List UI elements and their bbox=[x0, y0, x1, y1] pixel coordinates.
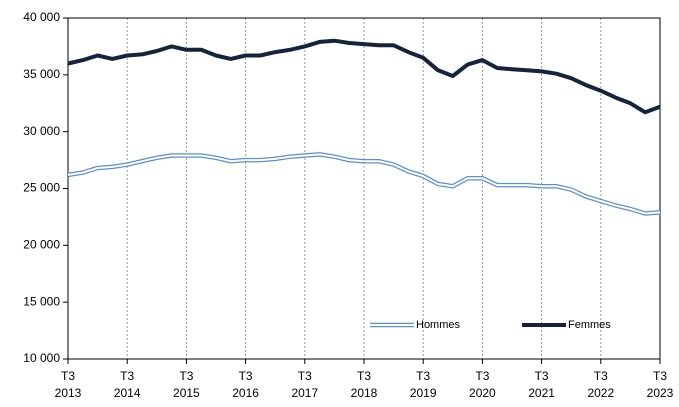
plot-frame bbox=[67, 17, 661, 360]
x-tick-label: T3 2022 bbox=[587, 369, 615, 400]
legend-label: Hommes bbox=[416, 319, 461, 331]
x-tick-label: T3 2023 bbox=[646, 369, 674, 400]
x-tick-label: T3 2021 bbox=[528, 369, 555, 400]
x-tick-label: T3 2017 bbox=[291, 369, 319, 400]
legend-label: Femmes bbox=[568, 319, 611, 331]
x-tick-label: T3 2014 bbox=[113, 369, 141, 400]
line bbox=[67, 153, 661, 215]
line bbox=[67, 38, 661, 115]
x-tick-label: T3 2019 bbox=[409, 369, 437, 400]
x-tick-label: T3 2018 bbox=[350, 369, 378, 400]
y-tick-label: 15 000 bbox=[23, 294, 60, 308]
y-tick-label: 35 000 bbox=[23, 67, 60, 81]
y-tick-label: 40 000 bbox=[23, 10, 60, 24]
y-tick-label: 30 000 bbox=[23, 124, 60, 138]
x-tick-label: T3 2015 bbox=[173, 369, 200, 400]
x-tick-label: T3 2013 bbox=[54, 369, 82, 400]
y-tick-label: 25 000 bbox=[23, 181, 60, 195]
y-tick-label: 20 000 bbox=[23, 238, 60, 252]
y-tick-label: 10 000 bbox=[23, 351, 60, 365]
x-tick-label: T3 2016 bbox=[232, 369, 259, 400]
x-tick-label: T3 2020 bbox=[469, 369, 496, 400]
